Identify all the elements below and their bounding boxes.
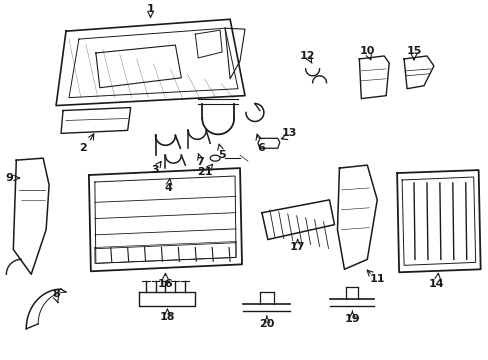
Text: 12: 12	[299, 51, 315, 61]
Text: 2: 2	[79, 143, 87, 153]
Text: 16: 16	[157, 279, 173, 289]
Text: 15: 15	[406, 46, 421, 56]
Text: 13: 13	[282, 129, 297, 138]
Text: 18: 18	[160, 312, 175, 322]
Text: 20: 20	[259, 319, 274, 329]
Text: 3: 3	[151, 165, 159, 175]
Text: 4: 4	[164, 183, 172, 193]
Text: 5: 5	[218, 150, 225, 160]
Text: 19: 19	[344, 314, 360, 324]
Text: 17: 17	[289, 243, 305, 252]
Text: 21: 21	[197, 167, 213, 177]
Text: 7: 7	[196, 157, 203, 167]
Text: 11: 11	[369, 274, 384, 284]
Text: 9: 9	[5, 173, 13, 183]
Text: 1: 1	[146, 4, 154, 14]
Text: 6: 6	[256, 143, 264, 153]
Text: 10: 10	[359, 46, 374, 56]
Text: 14: 14	[428, 279, 444, 289]
Text: 8: 8	[52, 289, 60, 299]
